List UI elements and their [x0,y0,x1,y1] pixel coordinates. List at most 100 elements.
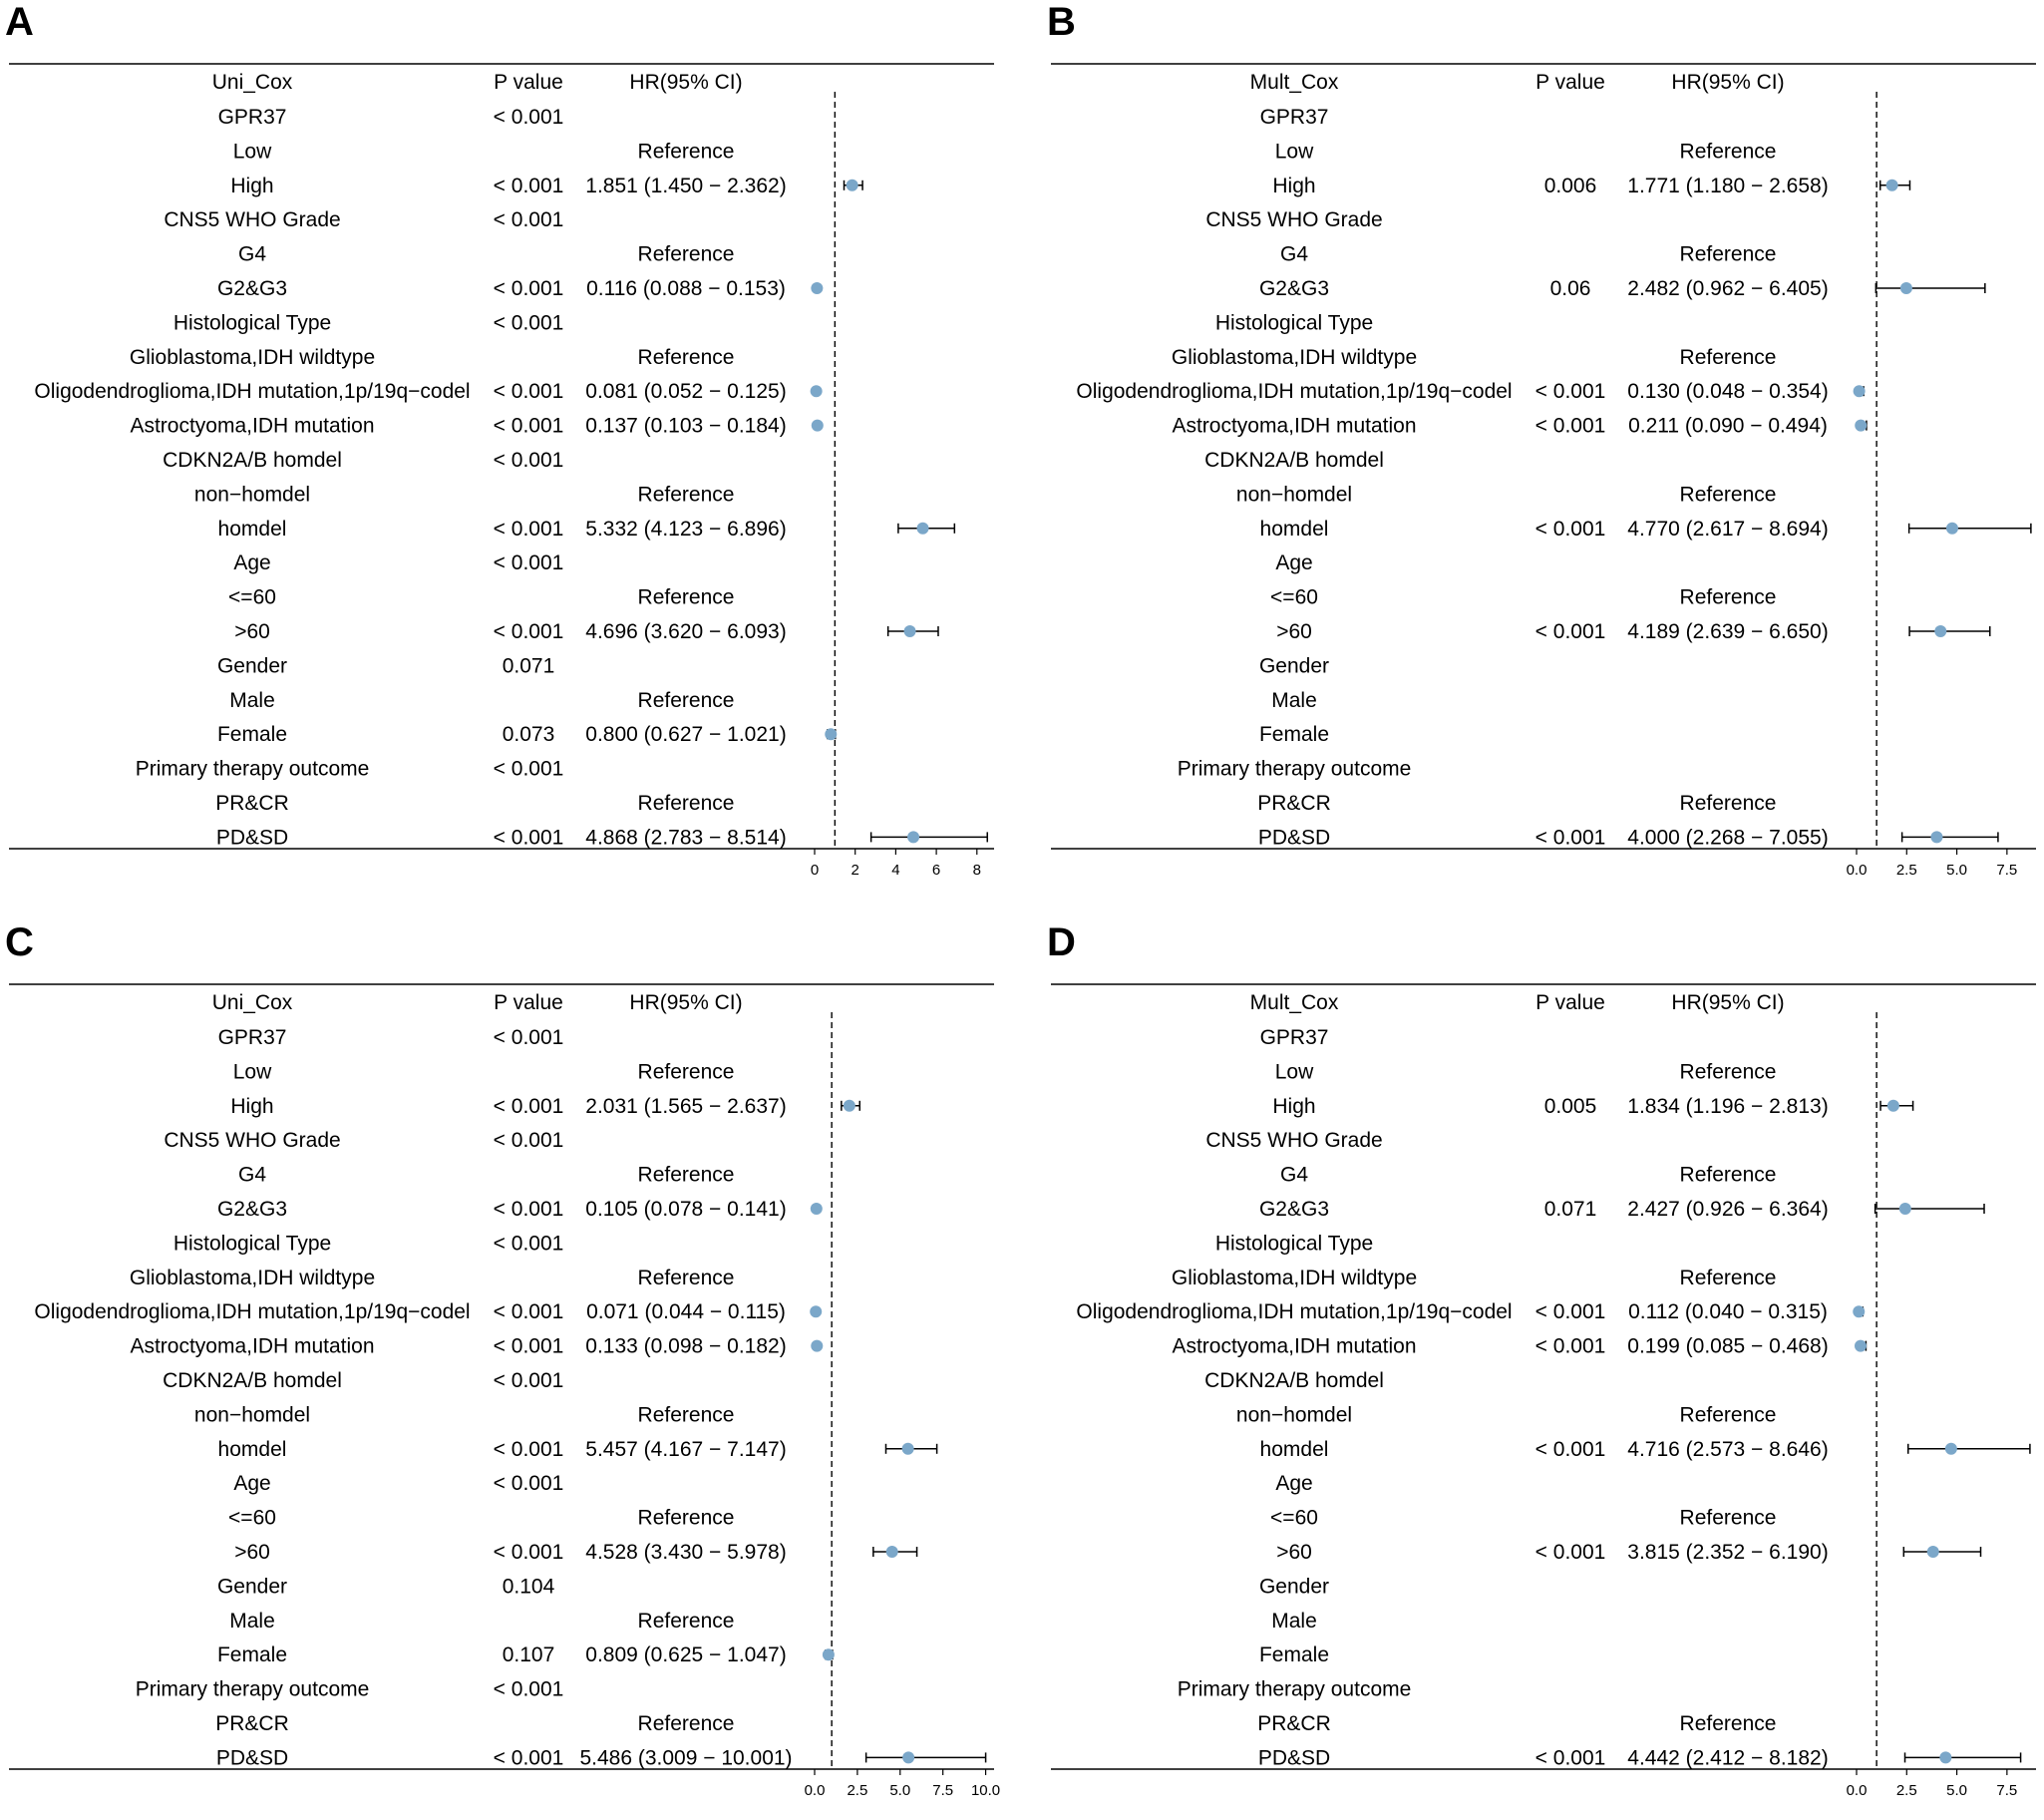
row-label: >60 [1276,1541,1312,1564]
row-label: homdel [1260,1438,1329,1461]
hr-ci-text: 5.332 (4.123 − 6.896) [585,518,786,541]
table-row: PD&SD < 0.001 4.442 (2.412 − 8.182) [1258,1746,2022,1769]
table-row: Astroctyoma,IDH mutation < 0.001 0.133 (0.… [130,1335,824,1358]
hr-ci-text: Reference [1680,483,1777,506]
row-label: <=60 [228,586,276,609]
p-value: 0.073 [503,723,555,746]
row-label: Male [229,689,275,712]
hr-point [822,1648,835,1661]
row-label: G4 [238,243,266,266]
table-row: Female [1259,1643,1329,1666]
hr-ci-text: 5.457 (4.167 − 7.147) [585,1438,786,1461]
hr-ci-text: 4.189 (2.639 − 6.650) [1627,620,1828,643]
p-value: < 0.001 [1535,620,1606,643]
hr-ci-text: Reference [638,1164,735,1187]
row-label: Astroctyoma,IDH mutation [130,415,374,438]
row-label: non−homdel [194,1403,310,1426]
p-value: < 0.001 [494,1746,564,1769]
table-row: Primary therapy outcome [1178,1678,1412,1701]
hr-ci-text: Reference [638,1060,735,1083]
hr-point [1930,831,1943,844]
p-value: < 0.001 [494,1300,564,1323]
row-label: Oligodendroglioma,IDH mutation,1p/19q−co… [34,380,470,403]
hr-point [811,419,824,432]
hr-ci-text: Reference [638,140,735,163]
x-tick-label: 2.5 [847,1782,867,1799]
header-variable: Uni_Cox [212,71,293,94]
row-label: CDKN2A/B homdel [163,1369,342,1392]
row-label: Glioblastoma,IDH wildtype [1172,346,1417,369]
panel-c: C Uni_Cox P value HR(95% CI) GPR37 < 0.001 Lo… [5,922,1002,1820]
table-row: homdel < 0.001 4.716 (2.573 − 8.646) [1260,1438,2031,1461]
panel-letter-b: B [1047,0,1076,44]
p-value: < 0.001 [1535,1438,1606,1461]
row-label: CNS5 WHO Grade [1205,208,1382,231]
row-label: Histological Type [1215,1232,1373,1255]
table-row: G4 Reference [1280,1164,1776,1187]
table-row: Glioblastoma,IDH wildtype Reference [130,1267,735,1289]
hr-point [810,1203,823,1215]
row-label: CDKN2A/B homdel [1204,449,1384,472]
p-value: < 0.001 [494,449,564,472]
hr-point [907,831,920,844]
hr-ci-text: Reference [1680,243,1777,266]
header-p-value: P value [494,991,563,1014]
hr-point [811,1339,824,1352]
p-value: < 0.001 [494,1678,564,1701]
x-tick-label: 0.0 [1847,862,1868,879]
p-value: < 0.001 [494,1095,564,1118]
panel-d: D Mult_Cox P value HR(95% CI) GPR37 Low Refer… [1047,922,2044,1820]
table-row: Male [1271,1610,1317,1633]
row-label: Low [233,140,272,163]
x-tick-label: 6 [932,862,940,879]
table-row: G2&G3 0.06 2.482 (0.962 − 6.405) [1259,277,1986,300]
hr-ci-text: Reference [638,586,735,609]
hr-ci-text: 4.442 (2.412 − 8.182) [1627,1746,1828,1769]
hr-point [846,179,858,191]
row-label: Age [233,1472,270,1495]
table-row: Primary therapy outcome < 0.001 [136,1678,564,1701]
table-row: Age [1275,551,1312,574]
row-label: G2&G3 [217,1198,287,1221]
p-value: < 0.001 [1535,1541,1606,1564]
row-label: Glioblastoma,IDH wildtype [1172,1267,1417,1289]
row-label: G2&G3 [1259,1198,1329,1221]
p-value: 0.104 [503,1575,555,1598]
table-row: Female 0.073 0.800 (0.627 − 1.021) [217,723,838,746]
row-label: homdel [1260,518,1329,541]
table-row: homdel < 0.001 4.770 (2.617 − 8.694) [1260,518,2032,541]
table-row: G2&G3 0.071 2.427 (0.926 − 6.364) [1259,1198,1985,1221]
row-label: High [1272,175,1315,197]
table-row: Histological Type < 0.001 [173,1232,564,1255]
x-tick-label: 4 [891,862,899,879]
hr-ci-text: Reference [1680,1507,1777,1530]
hr-point [1945,522,1958,535]
row-label: >60 [234,1541,270,1564]
row-label: Low [233,1060,272,1083]
table-row: Oligodendroglioma,IDH mutation,1p/19q−co… [34,1300,823,1323]
row-label: Astroctyoma,IDH mutation [130,1335,374,1358]
table-row: High < 0.001 1.851 (1.450 − 2.362) [230,175,863,197]
hr-ci-text: Reference [1680,1403,1777,1426]
p-value: 0.005 [1544,1095,1597,1118]
p-value: < 0.001 [494,277,564,300]
hr-point [811,282,824,294]
row-label: Age [1275,1472,1312,1495]
table-row: PR&CR Reference [215,1712,734,1735]
row-label: CDKN2A/B homdel [1204,1369,1384,1392]
p-value: < 0.001 [494,1232,564,1255]
row-label: Female [1259,1643,1329,1666]
hr-ci-text: 4.716 (2.573 − 8.646) [1627,1438,1828,1461]
table-row: G4 Reference [238,1164,734,1187]
row-label: PR&CR [215,1712,289,1735]
row-label: G2&G3 [217,277,287,300]
table-row: <=60 Reference [228,1507,734,1530]
table-row: Astroctyoma,IDH mutation < 0.001 0.211 (0.… [1172,415,1868,438]
hr-point [916,522,929,535]
hr-ci-text: 2.031 (1.565 − 2.637) [585,1095,786,1118]
hr-ci-text: 4.696 (3.620 − 6.093) [585,620,786,643]
hr-ci-text: 0.130 (0.048 − 0.354) [1627,380,1828,403]
row-label: Astroctyoma,IDH mutation [1172,1335,1416,1358]
table-row: non−homdel Reference [1236,1403,1777,1426]
row-label: Low [1275,140,1314,163]
